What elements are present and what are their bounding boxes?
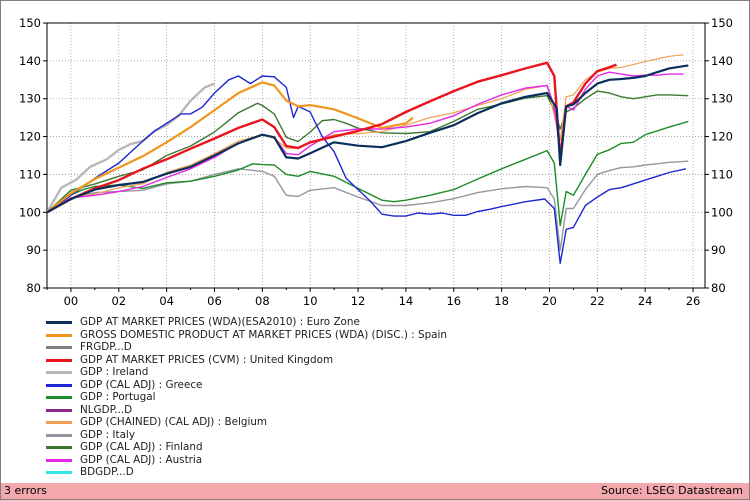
legend-label: GDP : Ireland (80, 366, 149, 378)
x-tick-label: 10 (303, 294, 318, 308)
y-tick-label-right: 130 (711, 92, 733, 106)
legend-swatch (46, 471, 72, 474)
x-tick-label: 16 (446, 294, 461, 308)
legend-item: GDP : Ireland (46, 366, 646, 379)
series-line-11 (47, 71, 684, 213)
legend-label: FRGDP...D (80, 341, 132, 353)
legend-swatch (46, 458, 72, 462)
y-tick-label-left: 80 (26, 281, 41, 295)
legend-swatch (46, 408, 72, 412)
legend-swatch (46, 383, 72, 387)
y-tick-label-left: 150 (19, 16, 41, 30)
legend-swatch (46, 321, 72, 324)
plot-area (46, 22, 706, 289)
source-label: Source: LSEG Datastream (601, 484, 743, 497)
y-tick-label-left: 130 (19, 92, 41, 106)
series-line-1 (47, 81, 414, 214)
line-chart: 80 80 90 90 100 100 110 110 120 120 130 130 140 140 15… (19, 16, 733, 308)
legend-label: GDP (CAL ADJ) : Finland (80, 441, 203, 453)
y-tick-label-right: 120 (711, 130, 733, 144)
y-tick-label-left: 140 (19, 54, 41, 68)
legend-item: GDP : Italy (46, 429, 646, 442)
x-tick-label: 24 (638, 294, 653, 308)
y-tick-label-right: 110 (711, 167, 733, 181)
y-tick-label-left: 120 (19, 130, 41, 144)
legend-item: GDP (CHAINED) (CAL ADJ) : Belgium (46, 416, 646, 429)
y-tick-label-right: 100 (711, 205, 733, 219)
x-tick-label: 14 (399, 294, 414, 308)
legend-swatch (46, 433, 72, 437)
legend-item: GDP : Portugal (46, 391, 646, 404)
x-tick-label: 18 (494, 294, 509, 308)
y-tick-label-left: 110 (19, 167, 41, 181)
y-tick-label-right: 90 (711, 243, 726, 257)
legend-swatch (46, 346, 72, 349)
series-line-5 (47, 75, 687, 265)
x-tick-label: 00 (64, 294, 79, 308)
legend-item: GDP (CAL ADJ) : Finland (46, 441, 646, 454)
legend-label: GROSS DOMESTIC PRODUCT AT MARKET PRICES … (80, 328, 448, 341)
x-tick-label: 20 (542, 294, 557, 308)
legend-label: GDP AT MARKET PRICES (CVM) : United King… (80, 353, 334, 366)
legend-item: GDP AT MARKET PRICES (WDA)(ESA2010) : Eu… (46, 316, 646, 329)
x-tick-label: 26 (686, 294, 701, 308)
legend-label: GDP (CAL ADJ) : Greece (80, 378, 203, 391)
series-line-4 (47, 82, 215, 213)
series-line-10 (47, 90, 689, 213)
legend-label: GDP (CHAINED) (CAL ADJ) : Belgium (80, 416, 268, 428)
legend-item: FRGDP...D (46, 341, 646, 354)
legend-swatch (46, 396, 72, 399)
legend-label: GDP : Italy (80, 428, 135, 441)
y-tick-label-right: 150 (711, 16, 733, 30)
legend-item: GROSS DOMESTIC PRODUCT AT MARKET PRICES … (46, 329, 646, 342)
legend-label: GDP : Portugal (80, 391, 156, 403)
legend-item: GDP (CAL ADJ) : Greece (46, 379, 646, 392)
legend-label: GDP AT MARKET PRICES (WDA)(ESA2010) : Eu… (80, 316, 360, 328)
legend-swatch (46, 371, 72, 374)
x-tick-label: 04 (159, 294, 174, 308)
legend-swatch (46, 333, 72, 337)
y-tick-label-left: 90 (26, 243, 41, 257)
x-tick-label: 06 (207, 294, 222, 308)
status-bar: 3 errors Source: LSEG Datastream (1, 483, 749, 499)
legend-label: NLGDP...D (80, 403, 133, 416)
y-tick-label-left: 100 (19, 205, 41, 219)
series-line-0 (47, 64, 689, 214)
legend-item: BDGDP...D (46, 466, 646, 479)
y-tick-label-right: 80 (711, 281, 726, 295)
series-group (47, 54, 689, 265)
series-line-3 (47, 61, 617, 214)
legend-swatch (46, 446, 72, 449)
series-line-8 (47, 54, 684, 213)
legend-item: GDP (CAL ADJ) : Austria (46, 454, 646, 467)
x-tick-label: 02 (111, 294, 126, 308)
x-tick-label: 22 (590, 294, 605, 308)
legend-item: NLGDP...D (46, 404, 646, 417)
x-tick-label: 12 (351, 294, 366, 308)
legend-swatch (46, 421, 72, 424)
legend-label: BDGDP...D (80, 466, 134, 478)
x-tick-label: 08 (255, 294, 270, 308)
error-count[interactable]: 3 errors (4, 484, 47, 497)
legend-label: GDP (CAL ADJ) : Austria (80, 453, 203, 466)
y-tick-label-right: 140 (711, 54, 733, 68)
legend: GDP AT MARKET PRICES (WDA)(ESA2010) : Eu… (46, 316, 646, 479)
legend-swatch (46, 358, 72, 362)
series-line-6 (47, 120, 689, 227)
legend-item: GDP AT MARKET PRICES (CVM) : United King… (46, 354, 646, 367)
